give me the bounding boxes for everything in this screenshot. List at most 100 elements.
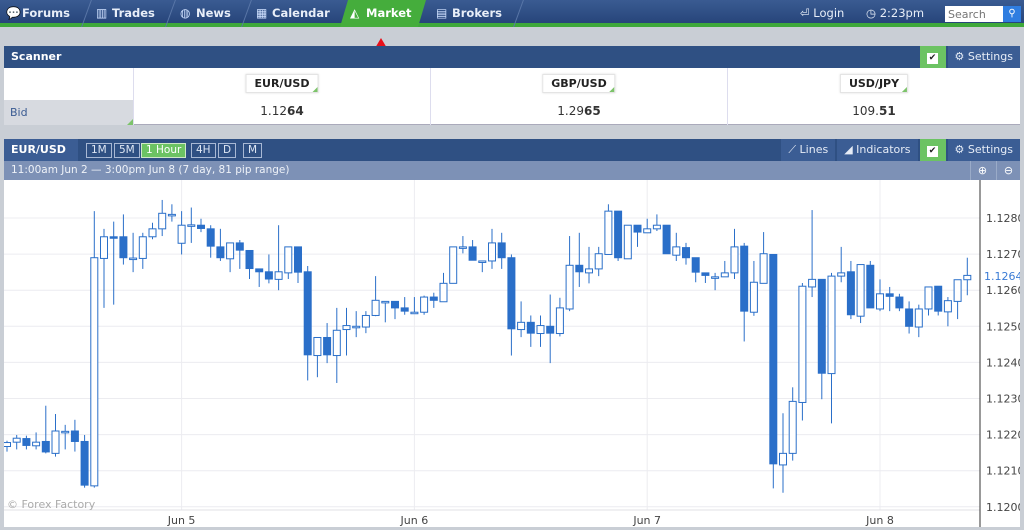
candle-up: [371, 299, 380, 316]
top-nav: 💬Forums ▥ Trades ◍ News ▦ Calendar ◭ Market …: [0, 0, 1024, 27]
range-text: 11:00am Jun 2 — 3:00pm Jun 8 (7 day, 81 …: [11, 164, 290, 176]
candle-down: [429, 296, 438, 301]
bid-usdjpy: 109.51: [852, 104, 896, 118]
tab-calendar[interactable]: ▦ Calendar: [250, 0, 338, 27]
chart-symbol[interactable]: EUR/USD: [4, 139, 78, 161]
candle-up: [129, 257, 138, 261]
y-tick-label: 1.1220: [986, 429, 1020, 442]
candle-up: [342, 325, 351, 331]
candle-down: [575, 264, 584, 273]
candle-down: [507, 257, 516, 330]
timeframe-1m[interactable]: 1M: [86, 143, 112, 158]
tab-market[interactable]: ◭ Market: [340, 0, 426, 27]
chart-range-bar: 11:00am Jun 2 — 3:00pm Jun 8 (7 day, 81 …: [4, 161, 1020, 180]
zoom-out-button[interactable]: ⊖: [996, 161, 1020, 180]
y-tick-label: 1.1230: [986, 393, 1020, 406]
current-price-box: [981, 267, 1021, 284]
bid-eurusd: 1.1264: [260, 104, 304, 118]
x-tick-label: Jun 7: [632, 514, 661, 527]
candle-down: [323, 336, 332, 356]
candle-down: [216, 246, 225, 259]
gear-icon: ⚙: [954, 143, 965, 156]
candle-up: [788, 400, 797, 454]
search-input[interactable]: [945, 6, 1003, 22]
candle-up: [158, 212, 167, 230]
timeframe-m[interactable]: M: [243, 143, 263, 158]
candle-up: [536, 325, 545, 335]
chart-toggle-checkbox[interactable]: ✔: [919, 139, 946, 161]
candle-up: [410, 311, 419, 315]
indicators-button[interactable]: ◢ Indicators: [837, 139, 918, 161]
scanner-header-controls: ✔ ⚙ Settings: [919, 46, 1020, 68]
candle-down: [846, 271, 855, 316]
candle-up: [779, 452, 787, 466]
candle-up: [100, 236, 108, 259]
pair-usdjpy[interactable]: USD/JPY: [839, 74, 909, 93]
candle-up: [720, 272, 729, 278]
indicators-label: Indicators: [856, 143, 911, 156]
timeframe-5m[interactable]: 5M: [114, 143, 140, 158]
zoom-in-button[interactable]: ⊕: [970, 161, 994, 180]
candle-down: [701, 272, 710, 276]
candle-down: [22, 438, 31, 446]
candle-down: [866, 264, 875, 309]
candle-up: [61, 430, 70, 434]
candle-down: [109, 236, 118, 239]
candle-up: [798, 285, 807, 403]
timeframe-4h[interactable]: 4H: [191, 143, 216, 158]
globe-icon: ◍: [180, 6, 191, 20]
candle-up: [352, 325, 361, 329]
candle-down: [817, 278, 826, 374]
candle-up: [565, 264, 574, 310]
y-tick-label: 1.1210: [986, 465, 1020, 478]
candle-up: [643, 228, 652, 234]
scanner-settings-button[interactable]: ⚙ Settings: [947, 46, 1020, 68]
pair-eurusd[interactable]: EUR/USD: [245, 74, 319, 93]
chart-header-controls: ⟋ Lines ◢ Indicators ✔ ⚙ Settings: [781, 139, 1020, 161]
candle-up: [749, 281, 758, 313]
tab-brokers[interactable]: ▤ Brokers: [430, 0, 518, 27]
candle-up: [138, 236, 147, 259]
watermark: © Forex Factory: [7, 498, 96, 511]
candle-up: [963, 274, 972, 281]
scanner-column-usdjpy: USD/JPY 109.51: [727, 68, 1020, 125]
speech-bubbles-icon: 💬: [6, 6, 21, 20]
pair-gbpusd[interactable]: GBP/USD: [542, 74, 616, 93]
x-tick-label: Jun 8: [865, 514, 894, 527]
lines-button[interactable]: ⟋ Lines: [781, 139, 836, 161]
x-tick-label: Jun 6: [400, 514, 429, 527]
chart-settings-button[interactable]: ⚙ Settings: [947, 139, 1020, 161]
candle-down: [526, 321, 535, 334]
clock: ◷ 2:23pm: [866, 0, 924, 27]
y-tick-label: 1.1260: [986, 284, 1020, 297]
tab-news[interactable]: ◍ News: [174, 0, 246, 27]
check-icon: ✔: [927, 53, 938, 64]
scanner-column-gbpusd: GBP/USD 1.2965: [430, 68, 727, 125]
candlestick-chart[interactable]: 1.1200 1.1210 1.1220 1.1230 1.1240 1.1250 1.12…: [3, 180, 1024, 527]
tab-trades[interactable]: ▥ Trades: [90, 0, 170, 27]
scanner-toggle-checkbox[interactable]: ✔: [919, 46, 946, 68]
candle-up: [332, 329, 341, 357]
candle-up: [953, 279, 962, 302]
search-icon: ⚲: [1008, 8, 1016, 19]
candle-up: [313, 336, 322, 357]
candle-down: [895, 296, 904, 309]
candle-down: [546, 325, 555, 334]
timeframe-1-hour[interactable]: 1 Hour: [141, 143, 187, 158]
login-link[interactable]: ⏎ Login: [800, 0, 844, 27]
search-button[interactable]: ⚲: [1003, 6, 1021, 22]
candle-down: [264, 271, 273, 280]
candle-up: [914, 308, 923, 328]
tab-forums[interactable]: 💬Forums: [0, 0, 85, 27]
y-tick-label: 1.1240: [986, 356, 1020, 369]
scanner-title: Scanner: [11, 50, 62, 63]
candle-up: [148, 228, 157, 238]
candle-down: [197, 224, 205, 229]
tab-label: Forums: [22, 6, 70, 20]
bid-row-label: Bid: [4, 100, 133, 125]
y-tick-label: 1.1280: [986, 212, 1020, 225]
chart-svg: 1.1200 1.1210 1.1220 1.1230 1.1240 1.1250 1.12…: [3, 180, 1024, 527]
candle-up: [177, 224, 186, 244]
candle-up: [517, 321, 526, 331]
timeframe-d[interactable]: D: [218, 143, 237, 158]
